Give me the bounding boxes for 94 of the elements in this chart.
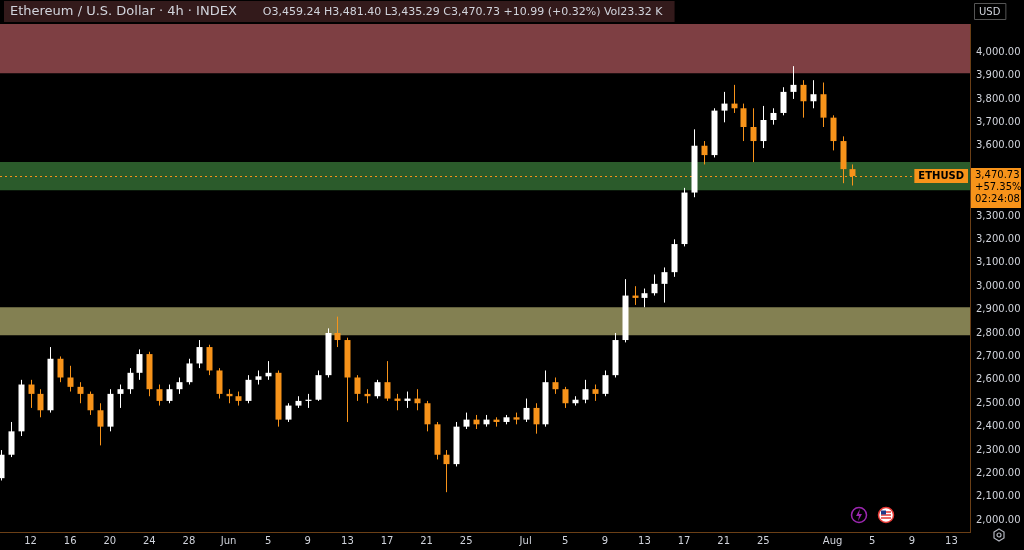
y-tick-label: 3,700.00 [976, 115, 1021, 127]
candlestick [562, 386, 569, 409]
candlestick [206, 344, 213, 376]
candlestick [136, 348, 143, 381]
candlestick [28, 379, 35, 409]
candlestick [216, 367, 223, 400]
x-tick-label: Jun [219, 534, 237, 546]
candlestick [820, 82, 827, 128]
candlestick [57, 355, 64, 383]
candlestick [334, 316, 341, 348]
candlestick [87, 391, 94, 416]
y-tick-label: 3,600.00 [976, 139, 1021, 151]
y-tick-label: 2,300.00 [976, 443, 1021, 455]
x-tick-label: 5 [869, 534, 876, 546]
y-tick-label: 2,700.00 [976, 350, 1021, 362]
candlestick [830, 114, 837, 151]
candlestick [156, 384, 163, 407]
candlestick [127, 367, 134, 395]
x-tick-label: 5 [265, 534, 272, 546]
x-tick-label: 12 [24, 534, 37, 546]
y-tick-label: 2,900.00 [976, 303, 1021, 315]
chart-subtitle: O3,459.24 H3,481.40 L3,435.29 C3,470.73 +10.99 (+0.32%) Vol23.32 K [262, 4, 664, 18]
ref-line-label: ETHUSD [918, 169, 965, 181]
y-tick-label: 2,500.00 [976, 396, 1021, 408]
candlestick [443, 449, 450, 493]
candlestick [651, 273, 658, 297]
y-tick-label: 3,200.00 [976, 232, 1021, 244]
x-tick-label: 13 [341, 534, 354, 546]
candlestick [701, 140, 708, 165]
x-tick-label: 24 [142, 534, 156, 546]
candlestick [661, 266, 668, 304]
candlestick [97, 402, 104, 446]
candlestick [750, 107, 757, 163]
candlestick [424, 400, 431, 432]
candlestick [602, 369, 609, 397]
y-tick-label: 3,900.00 [976, 69, 1021, 81]
y-tick-label: 2,400.00 [976, 420, 1021, 432]
y-tick-label: 3,100.00 [976, 256, 1021, 268]
x-tick-label: 5 [562, 534, 569, 546]
text: USD [979, 5, 1001, 17]
x-tick-label: 13 [638, 534, 651, 546]
y-tick-label: 2,000.00 [976, 513, 1021, 525]
candlestick [384, 360, 391, 402]
candlestick [0, 449, 5, 481]
candlestick [721, 91, 728, 123]
candlestick [523, 398, 530, 423]
x-tick-label: 9 [601, 534, 609, 546]
y-tick-label: 2,100.00 [976, 490, 1021, 502]
text: +57.35% [975, 180, 1022, 192]
candlestick [67, 365, 74, 393]
x-tick-label: 21 [420, 534, 433, 546]
y-tick-label: 3,300.00 [976, 209, 1021, 221]
x-tick-label: 16 [63, 534, 77, 546]
x-tick-label: 25 [459, 534, 473, 546]
x-tick-label: 9 [908, 534, 916, 546]
text: 3,470.73 [975, 168, 1020, 180]
candlestick [186, 358, 193, 386]
candlestick [77, 381, 84, 404]
text: 02:24:08 [975, 192, 1020, 204]
candlestick [166, 384, 173, 404]
y-tick-label: 4,000.00 [976, 45, 1021, 57]
x-tick-label: Jul [518, 534, 532, 546]
x-tick-label: 28 [182, 534, 196, 546]
x-tick-label: Aug [822, 534, 843, 546]
y-tick-label: 2,200.00 [976, 467, 1021, 479]
x-tick-label: 9 [304, 534, 311, 546]
y-tick-label: 2,800.00 [976, 326, 1021, 338]
candlestick [740, 103, 747, 142]
y-tick-label: 3,800.00 [976, 92, 1021, 104]
candlestick [810, 79, 817, 109]
x-tick-label: 13 [945, 534, 958, 546]
candlestick [374, 379, 381, 400]
candlestick [8, 421, 15, 458]
candlestick [533, 402, 540, 435]
candlestick [37, 388, 44, 418]
candlestick [641, 288, 648, 308]
candlestick [117, 384, 124, 409]
candlestick [245, 374, 252, 404]
x-tick-label: 20 [103, 534, 117, 546]
x-tick-label: 21 [717, 534, 731, 546]
chart-title: Ethereum / U.S. Dollar · 4h · INDEX [10, 3, 237, 19]
candlestick [582, 379, 589, 404]
x-tick-label: 17 [380, 534, 394, 546]
x-tick-label: 17 [677, 534, 691, 546]
x-tick-label: 25 [756, 534, 770, 546]
y-tick-label: 2,600.00 [976, 373, 1021, 385]
candlestick [790, 65, 797, 100]
candlestick [285, 402, 292, 423]
y-tick-label: 3,000.00 [976, 279, 1021, 291]
candlestick [760, 105, 767, 149]
candlestick [780, 86, 787, 116]
candlestick [800, 79, 807, 119]
candlestick [196, 339, 203, 369]
candlestick [354, 374, 361, 402]
